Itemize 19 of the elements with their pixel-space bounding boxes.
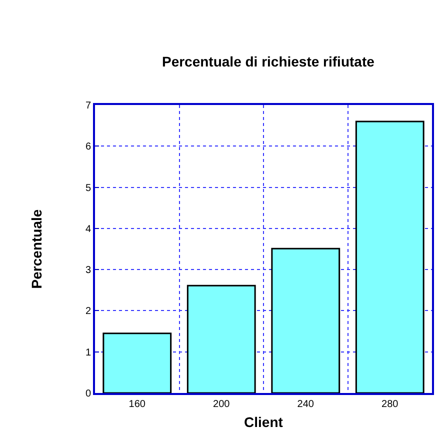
y-tick-label: 5 [85,182,92,194]
bar [355,120,424,393]
y-tick-label: 7 [85,100,92,112]
x-tick-label: 280 [382,399,399,410]
bar [186,284,256,393]
x-tick-label: 160 [128,399,146,410]
y-tick-label: 2 [85,306,92,318]
y-tick-label: 3 [85,265,92,276]
y-axis-title: Percentuale [28,209,45,289]
bar [102,332,172,393]
bar [271,248,340,393]
x-tick-label: 200 [213,399,230,410]
y-tick-label: 4 [85,224,92,235]
y-tick-label: 6 [85,142,92,153]
y-tick-label: 0 [85,388,92,400]
chart-title: Percentuale di richieste rifiutate [162,54,375,70]
x-tick-label: 240 [297,399,314,410]
y-tick-label: 1 [85,347,92,358]
x-axis-title: Client [244,414,284,430]
